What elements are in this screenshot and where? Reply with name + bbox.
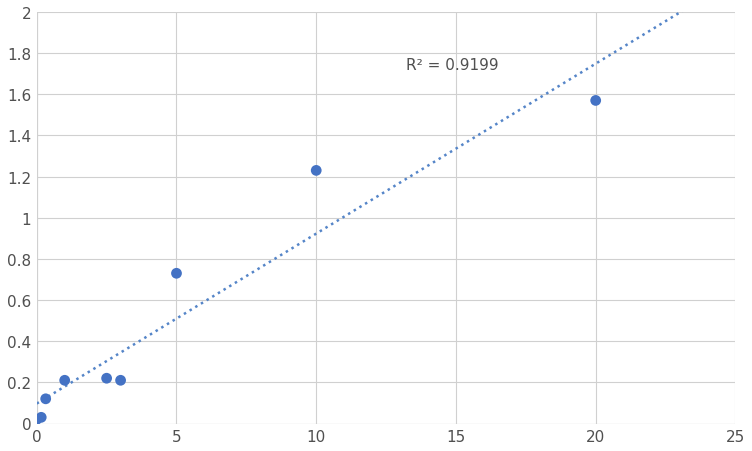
Point <box>590 97 602 105</box>
Point <box>171 270 183 277</box>
Point <box>59 377 71 384</box>
Point <box>40 396 52 403</box>
Text: R² = 0.9199: R² = 0.9199 <box>405 58 499 73</box>
Point <box>311 167 323 175</box>
Point <box>31 416 43 423</box>
Point <box>114 377 126 384</box>
Point <box>101 375 113 382</box>
Point <box>35 414 47 421</box>
